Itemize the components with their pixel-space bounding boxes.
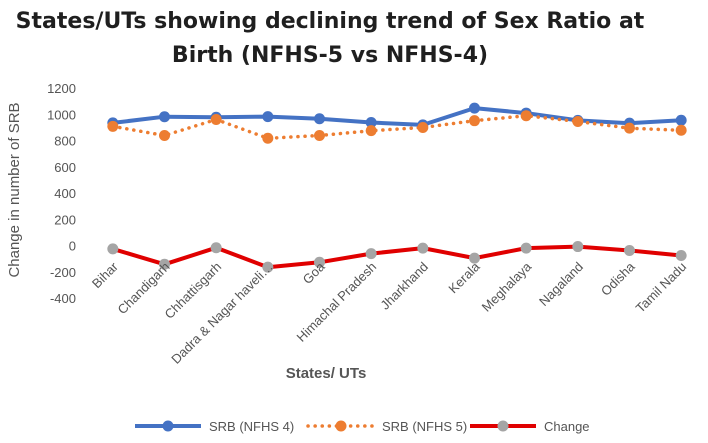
series-0-point bbox=[262, 111, 274, 123]
series-0-point bbox=[314, 113, 325, 125]
x-tick-label: Jharkhand bbox=[377, 259, 431, 313]
series-2-point bbox=[572, 241, 584, 253]
legend-label-1: SRB (NFHS 5) bbox=[382, 419, 467, 434]
x-tick-label: Tamil Nadu bbox=[633, 259, 690, 316]
series-line-2 bbox=[112, 244, 682, 270]
series-1-point bbox=[417, 122, 429, 134]
x-tick-label: Dadra & Nagar haveli… bbox=[168, 259, 276, 367]
series-2-point bbox=[417, 242, 429, 254]
y-tick-label: 800 bbox=[54, 134, 76, 149]
x-tick-label: Bihar bbox=[89, 259, 122, 292]
y-tick-label: 400 bbox=[54, 186, 76, 201]
x-tick-label: Odisha bbox=[598, 258, 638, 298]
series-1-point bbox=[624, 122, 635, 134]
series-2-point bbox=[520, 242, 532, 254]
series-2-point bbox=[314, 256, 325, 268]
legend: SRB (NFHS 4) SRB (NFHS 5) Change bbox=[135, 419, 590, 434]
x-tick-label: Kerala bbox=[445, 258, 483, 296]
series-1-point bbox=[159, 130, 170, 142]
legend-label-2: Change bbox=[544, 419, 590, 434]
series-2-point bbox=[159, 258, 170, 270]
series-1-point bbox=[210, 114, 222, 125]
series-1-point bbox=[365, 125, 377, 137]
y-tick-label: 0 bbox=[69, 239, 76, 254]
series-1-point bbox=[572, 115, 584, 127]
series-2-point bbox=[675, 249, 687, 261]
series-line-1 bbox=[111, 113, 683, 141]
series-2-point bbox=[469, 252, 480, 264]
series-1-point bbox=[675, 124, 687, 136]
y-tick-label: 200 bbox=[54, 212, 76, 227]
y-tick-label: 600 bbox=[54, 160, 76, 175]
series-0-point bbox=[159, 111, 170, 123]
x-tick-label: Nagaland bbox=[536, 259, 586, 309]
series-line-0 bbox=[112, 106, 682, 127]
legend-marker-0 bbox=[162, 420, 174, 432]
y-tick-label: 1000 bbox=[47, 107, 76, 122]
series-0-point bbox=[675, 114, 687, 126]
y-axis: -400 -200 0 200 400 600 800 1000 1200 bbox=[47, 81, 76, 306]
series-1-point bbox=[314, 130, 325, 142]
chart-title-line-2: Birth (NFHS-5 vs NFHS-4) bbox=[172, 43, 488, 68]
y-tick-label: 1200 bbox=[47, 81, 76, 96]
legend-marker-1 bbox=[335, 420, 347, 432]
series-2-point bbox=[107, 243, 119, 255]
series-2-point bbox=[365, 248, 377, 260]
series-0-point bbox=[469, 102, 480, 114]
legend-label-0: SRB (NFHS 4) bbox=[209, 419, 294, 434]
series-1-point bbox=[262, 132, 274, 144]
y-tick-label: -200 bbox=[50, 265, 76, 280]
x-tick-label: Meghalaya bbox=[479, 258, 535, 314]
series-1-point bbox=[107, 120, 119, 132]
series-2-point bbox=[624, 244, 635, 256]
series-1-point bbox=[520, 110, 532, 122]
x-axis-title: States/ UTs bbox=[286, 365, 367, 382]
series-2-point bbox=[210, 242, 222, 254]
series-2-point bbox=[262, 261, 274, 273]
series-0-point bbox=[365, 117, 377, 129]
plot-area bbox=[107, 102, 687, 273]
chart-title-line-1: States/UTs showing declining trend of Se… bbox=[16, 9, 645, 34]
y-tick-label: -400 bbox=[50, 291, 76, 306]
legend-marker-2 bbox=[497, 420, 509, 432]
y-axis-title: Change in number of SRB bbox=[6, 102, 23, 277]
series-1-point bbox=[469, 115, 480, 127]
